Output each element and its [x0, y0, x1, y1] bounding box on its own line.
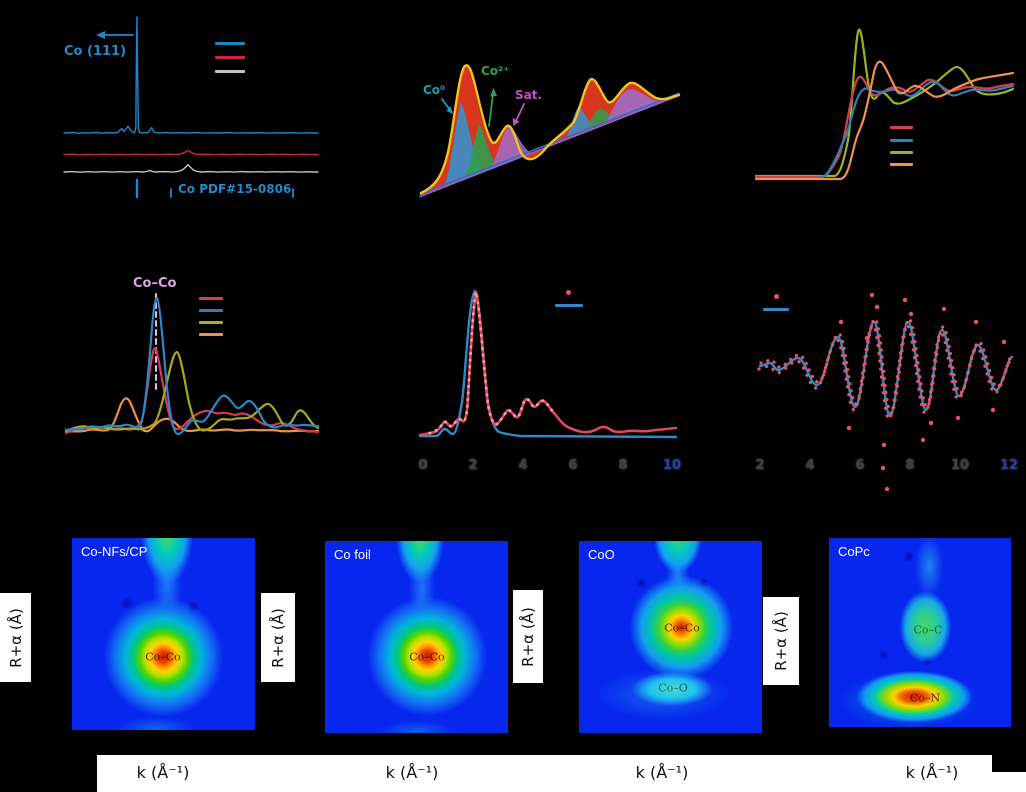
wt-bond-label-coco-1: Co–Co [145, 650, 181, 664]
xrd-legend-line-1 [215, 42, 245, 45]
kfit-tick-4: 4 [805, 458, 815, 473]
wt-ylabel-3: R+α (Å) [519, 606, 537, 667]
wt-bond-label-coo: Co–O [658, 681, 688, 695]
rfit-tick-2: 2 [468, 458, 478, 473]
xrd-legend-line-2 [215, 56, 245, 59]
wt-bond-label-coco-2: Co–Co [409, 650, 445, 664]
wt-xlabel-3: k (Å⁻¹) [635, 763, 689, 782]
kfit-tick-12: 12 [999, 458, 1019, 473]
wt-heatmap-copc: CoPc Co–C Co–N [829, 538, 1011, 727]
ft-legend-line-3 [199, 321, 223, 324]
rfit-tick-6: 6 [568, 458, 578, 473]
wt-ylabel-2: R+α (Å) [269, 607, 287, 668]
ft-legend-line-2 [199, 309, 223, 312]
rfit-tick-8: 8 [618, 458, 628, 473]
wt-ylabel-1: R+α (Å) [6, 607, 25, 668]
wt-ylabel-strip-4: R+α (Å) [763, 597, 799, 685]
wt-ylabel-strip-3: R+α (Å) [513, 590, 543, 683]
rfit-tick-4: 4 [518, 458, 528, 473]
co2plus-arrow [488, 93, 494, 127]
ft-legend-line-1 [199, 297, 223, 300]
rfit-legend-fit-line [555, 304, 583, 307]
kfit-tick-6: 6 [855, 458, 865, 473]
kfit-panel-geometry [757, 292, 1015, 492]
wt-bond-label-coco-3: Co–Co [664, 621, 700, 635]
co111-arrowhead [96, 31, 105, 39]
rfit-panel-geometry [418, 289, 678, 439]
wt-title-co-foil: Co foil [334, 547, 371, 562]
kfit-legend-data-dot [774, 294, 779, 299]
kfit-tick-2: 2 [755, 458, 765, 473]
xanes-legend-line-2 [890, 139, 913, 142]
xps-co2plus-label: Co²⁺ [481, 64, 510, 78]
sat-arrow [515, 103, 525, 122]
wt-xlabel-1: k (Å⁻¹) [136, 763, 190, 782]
wt-xlabel-2: k (Å⁻¹) [385, 763, 439, 782]
rfit-tick-10: 10 [662, 458, 682, 473]
wt-xlabel-4: k (Å⁻¹) [905, 763, 959, 782]
xrd-panel-geometry [63, 16, 319, 199]
xrd-legend-line-3 [215, 70, 245, 73]
co0-arrow [441, 98, 451, 111]
xps-co0-label: Co⁰ [423, 83, 446, 97]
xrd-reference-label: Co PDF#15-0806 [178, 182, 292, 196]
wt-ylabel-strip-2: R+α (Å) [261, 593, 295, 682]
kfit-tick-10: 10 [950, 458, 970, 473]
wt-heatmap-co-foil: Co foil Co–Co [325, 541, 508, 733]
wt-title-co-nfs-cp: Co-NFs/CP [81, 544, 148, 559]
rfit-legend-data-dot [566, 290, 571, 295]
wt-ylabel-4: R+α (Å) [772, 611, 790, 671]
ft-coco-label: Co–Co [133, 276, 177, 291]
wt-heatmap-co-nfs-cp: Co-NFs/CP Co–Co [72, 538, 255, 730]
xps-panel-geometry [419, 64, 681, 198]
xps-sat-label: Sat. [515, 88, 543, 102]
wt-title-copc: CoPc [838, 544, 870, 559]
wt-xlabel-bar: k (Å⁻¹) k (Å⁻¹) k (Å⁻¹) k (Å⁻¹) [97, 755, 1026, 792]
xanes-legend-line-3 [890, 151, 913, 154]
xanes-legend-line-1 [890, 126, 913, 129]
wt-heatmap-coo: CoO Co–Co Co–O [579, 541, 762, 733]
xanes-panel-geometry [754, 28, 1015, 181]
ft-panel-geometry [64, 293, 320, 436]
ft-legend-line-4 [199, 333, 223, 336]
kfit-legend-fit-line [763, 308, 789, 311]
xrd-peak-annotation: Co (111) [64, 44, 127, 59]
rfit-tick-0: 0 [418, 458, 428, 473]
bar-corner-notch [992, 755, 1026, 772]
wt-ylabel-strip-1: R+α (Å) [0, 593, 31, 682]
kfit-tick-8: 8 [905, 458, 915, 473]
wt-bond-label-con: Co–N [909, 691, 941, 705]
wt-bond-label-coc: Co–C [913, 623, 943, 637]
wt-title-coo: CoO [588, 547, 615, 562]
kfit-outlier-dots [838, 292, 1007, 492]
xanes-legend-line-4 [890, 163, 913, 166]
